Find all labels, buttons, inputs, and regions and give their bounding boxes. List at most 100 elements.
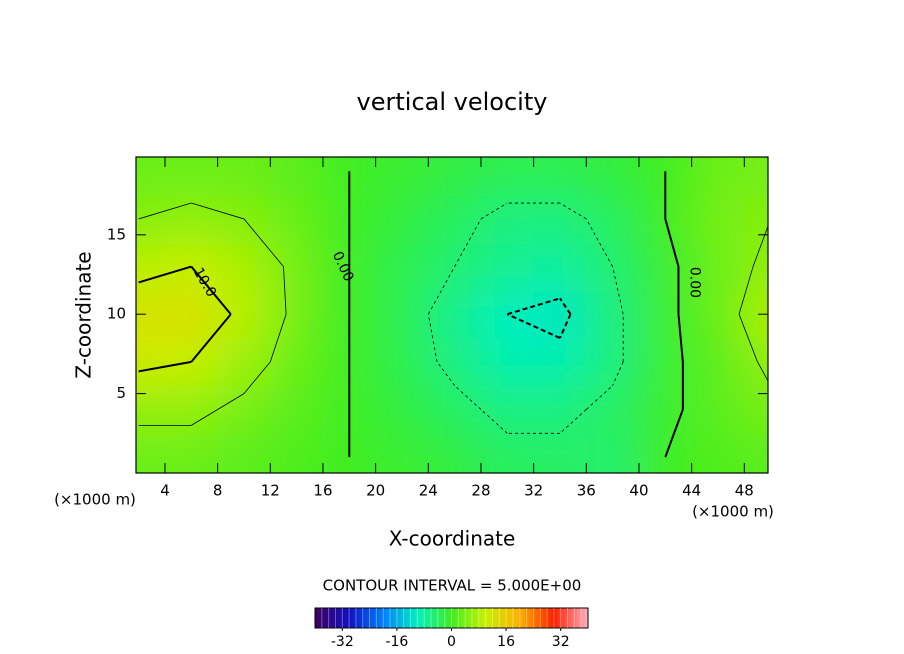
x-unit-label: (×1000 m) (692, 503, 774, 521)
contour-segment (427, 314, 438, 362)
contour-segment (664, 409, 684, 458)
x-axis-label: X-coordinate (389, 527, 516, 551)
x-tick-label: 24 (419, 482, 438, 500)
field-cell (479, 432, 535, 473)
x-tick-label: 40 (629, 482, 648, 500)
contour-segment (738, 266, 754, 315)
field-cell (532, 289, 588, 340)
x-tick-label: 28 (471, 482, 490, 500)
field-cell (216, 241, 272, 292)
field-cell (743, 337, 768, 387)
field-cell (743, 289, 768, 340)
field-cell (427, 194, 482, 244)
colorbar-tick-label: -16 (385, 634, 408, 650)
x-tick-label: 4 (160, 482, 170, 500)
field-cell (637, 337, 693, 387)
contour-segment (138, 202, 192, 220)
field-cell (637, 384, 693, 435)
field-cell (269, 194, 324, 244)
contour-segment (190, 265, 232, 315)
x-tick-label: 48 (735, 482, 754, 500)
contour-segment (738, 314, 758, 362)
field-cell (427, 432, 482, 473)
field-cell (136, 157, 166, 197)
x-tick-label: 20 (366, 482, 385, 500)
field-cell (374, 157, 430, 197)
field-cell (427, 384, 482, 435)
x-tick-label: 36 (577, 482, 596, 500)
field-cell (136, 194, 166, 244)
contour-label: 0.00 (686, 267, 702, 298)
contour-segment (138, 265, 192, 284)
contour-lines (138, 171, 768, 458)
field-cell (427, 337, 482, 387)
field-cells (136, 157, 768, 473)
contour-segment (677, 314, 684, 362)
field-cell (690, 432, 746, 473)
field-cell (269, 241, 324, 292)
y-tick-label: 5 (116, 384, 126, 402)
field-cell (479, 194, 535, 244)
field-cell (637, 432, 693, 473)
field-cell (743, 384, 768, 435)
field-cell (269, 337, 324, 387)
field-cell (479, 241, 535, 292)
field-cell (479, 157, 535, 197)
x-tick-label: 44 (682, 482, 701, 500)
field-cell (585, 289, 640, 340)
field-cell (585, 337, 640, 387)
field-cell (585, 157, 640, 197)
contour-segment (480, 202, 508, 220)
field-cell (690, 384, 746, 435)
field-cell (637, 289, 693, 340)
x-tick-label: 32 (524, 482, 543, 500)
contour-segment (506, 313, 561, 339)
field-cell (269, 289, 324, 340)
field-cell (532, 241, 588, 292)
y-tick-label: 15 (107, 225, 126, 243)
contour-segment (283, 266, 287, 315)
contour-segment (436, 361, 455, 386)
field-cell (374, 337, 430, 387)
x-tick-label: 16 (313, 482, 332, 500)
field-cell (690, 337, 746, 387)
contour-segment (612, 361, 624, 386)
field-cell (136, 432, 166, 473)
field-cell (743, 241, 768, 292)
plot-frame (135, 156, 769, 474)
field-cell (479, 337, 535, 387)
field-cell (269, 432, 324, 473)
field-cell (690, 157, 746, 197)
contour-segment (191, 409, 218, 426)
contour-segment (190, 313, 232, 363)
field-cell (269, 157, 324, 197)
contour-segment (269, 314, 287, 362)
field-cell (216, 432, 272, 473)
field-cell (585, 384, 640, 435)
x-tick-label: 12 (261, 482, 280, 500)
field-cell (743, 157, 768, 197)
field-cell (690, 241, 746, 292)
field-cell (532, 384, 588, 435)
contour-segment (664, 218, 680, 267)
field-cell (374, 289, 430, 340)
field-cell (479, 384, 535, 435)
field-cell (532, 337, 588, 387)
contour-segment (217, 393, 245, 410)
field-cell (136, 337, 166, 387)
field-cell (743, 432, 768, 473)
field-cell (163, 194, 219, 244)
field-cell (163, 157, 219, 197)
contour-segment (243, 361, 271, 394)
contour-segment (243, 218, 284, 267)
field-cell (136, 384, 166, 435)
field-cell (585, 194, 640, 244)
field-cell (269, 384, 324, 435)
field-cell (374, 384, 430, 435)
contour-segment (757, 361, 768, 382)
colorbar-tick-label: 32 (552, 634, 570, 650)
chart-title: vertical velocity (357, 88, 548, 116)
y-tick-label: 10 (107, 305, 126, 323)
field-cell (136, 241, 166, 292)
field-cell (690, 289, 746, 340)
